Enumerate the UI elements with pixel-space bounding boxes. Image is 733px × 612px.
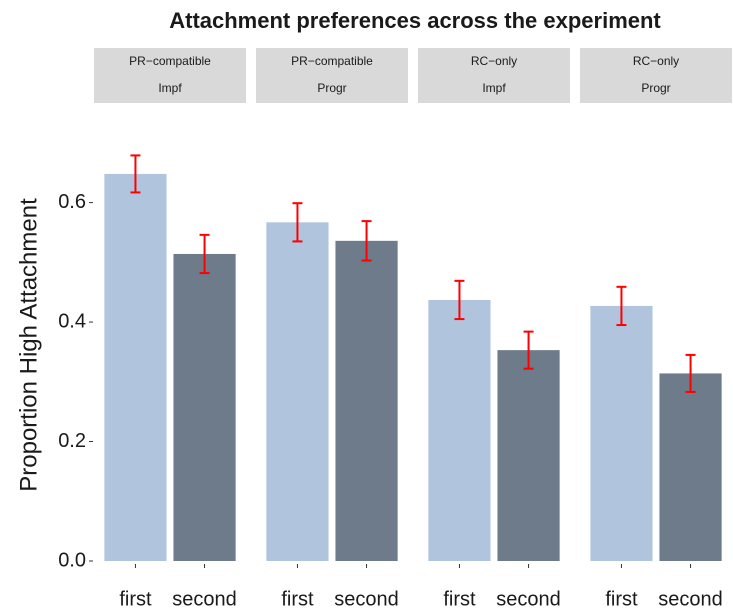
error-bar bbox=[199, 233, 210, 275]
strip-label: Progr bbox=[317, 81, 346, 95]
bar bbox=[335, 240, 398, 561]
strip bbox=[418, 48, 570, 103]
chart-title: Attachment preferences across the experi… bbox=[169, 8, 661, 33]
x-tick-label: first bbox=[281, 588, 314, 610]
x-tick-label: second bbox=[172, 588, 237, 610]
error-bar bbox=[130, 154, 141, 194]
bar bbox=[173, 253, 236, 561]
bar bbox=[428, 299, 491, 561]
strip-label: PR−compatible bbox=[291, 54, 373, 68]
x-tick-label: second bbox=[496, 588, 561, 610]
bar bbox=[497, 350, 560, 561]
x-tick-label: second bbox=[658, 588, 723, 610]
error-bar bbox=[361, 220, 372, 262]
x-tick-label: second bbox=[334, 588, 399, 610]
error-bar bbox=[292, 202, 303, 243]
error-bar bbox=[685, 353, 696, 393]
strip-label: RC−only bbox=[471, 54, 517, 68]
strip-label: PR−compatible bbox=[129, 54, 211, 68]
y-tick-label: 0.4 bbox=[58, 310, 86, 332]
strip-label: Progr bbox=[641, 81, 670, 95]
strip-label: Impf bbox=[158, 81, 182, 95]
y-tick-label: 0.2 bbox=[58, 430, 86, 452]
strip bbox=[94, 48, 246, 103]
error-bar bbox=[454, 279, 465, 321]
strip bbox=[256, 48, 408, 103]
y-tick-label: 0.6 bbox=[58, 191, 86, 213]
strip-label: Impf bbox=[482, 81, 506, 95]
y-axis-label: Proportion High Attachment bbox=[15, 198, 42, 492]
bar bbox=[590, 305, 653, 561]
y-tick-label: 0.0 bbox=[58, 549, 86, 571]
x-tick-label: first bbox=[443, 588, 476, 610]
error-bar bbox=[616, 285, 627, 327]
error-bar bbox=[523, 330, 534, 370]
x-tick-label: first bbox=[605, 588, 638, 610]
bar bbox=[104, 173, 167, 562]
x-tick-label: first bbox=[119, 588, 152, 610]
strip bbox=[580, 48, 732, 103]
bar bbox=[266, 222, 329, 561]
strip-label: RC−only bbox=[633, 54, 679, 68]
bar bbox=[659, 373, 722, 561]
